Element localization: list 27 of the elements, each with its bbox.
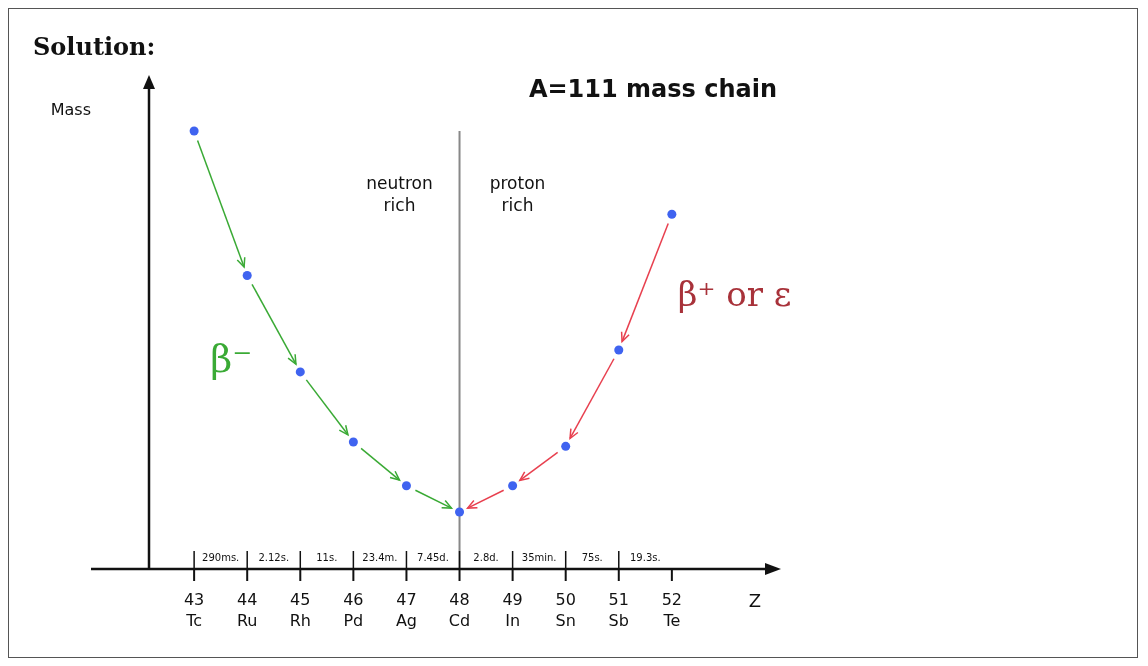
annotation: 23.4m. xyxy=(362,552,398,563)
annotation: 35min. xyxy=(521,552,557,563)
annotation: 290ms. xyxy=(202,552,240,563)
x-tick-label: 48 Cd xyxy=(448,590,471,630)
x-axis-title: Z xyxy=(748,590,762,611)
annotation: 2.12s. xyxy=(258,552,290,563)
x-tick-label: 46 Pd xyxy=(343,590,364,630)
annotation: 7.45d. xyxy=(417,552,449,563)
y-axis-title: Mass xyxy=(50,100,91,119)
annotation: 19.3s. xyxy=(629,552,661,563)
x-tick-label: 45 Rh xyxy=(289,590,311,630)
annotation: 2.8d. xyxy=(473,552,499,563)
annotation: 75s. xyxy=(581,552,603,563)
x-tick-label: 51 Sb xyxy=(608,590,629,630)
annotation: β⁻ xyxy=(210,336,253,381)
annotation: neutron rich xyxy=(366,173,433,216)
chart-title: A=111 mass chain xyxy=(528,75,777,103)
annotation: 11s. xyxy=(316,552,338,563)
text: Solution: xyxy=(33,32,156,61)
x-tick-label: 47 Ag xyxy=(395,590,417,630)
x-tick-label: 52 Te xyxy=(661,590,683,630)
x-tick-label: 43 Tc xyxy=(183,590,205,630)
annotation: proton rich xyxy=(489,173,546,216)
x-tick-label: 44 Ru xyxy=(236,590,258,630)
annotation: β⁺ or ε xyxy=(677,274,792,315)
x-tick-label: 50 Sn xyxy=(555,590,576,630)
x-tick-label: 49 In xyxy=(502,590,523,630)
